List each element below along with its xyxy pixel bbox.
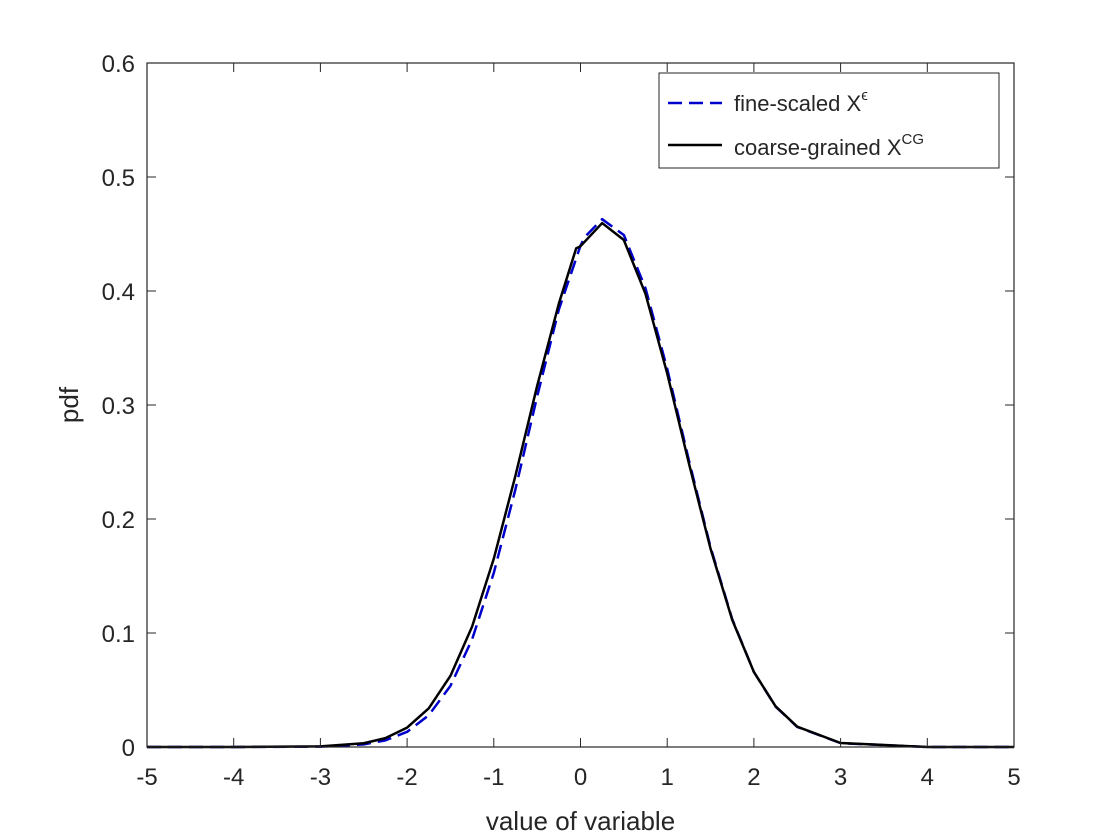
y-tick-label: 0: [122, 735, 135, 762]
x-tick-label: 0: [574, 764, 587, 791]
legend-label-fine-scaled: fine-scaled X: [734, 91, 862, 116]
x-tick-label: 5: [1007, 764, 1020, 791]
y-tick-label: 0.4: [102, 279, 135, 306]
x-tick-label: 1: [661, 764, 674, 791]
x-tick-label: -5: [136, 764, 157, 791]
legend-sup-coarse-grained: CG: [902, 131, 925, 148]
x-tick-label: 4: [921, 764, 934, 791]
x-tick-label: -3: [310, 764, 331, 791]
y-tick-label: 0.3: [102, 393, 135, 420]
y-axis-label: pdf: [54, 386, 84, 423]
legend: fine-scaled Xϵ coarse-grained XCG: [658, 72, 1000, 169]
y-tick-label: 0.5: [102, 165, 135, 192]
y-tick-label: 0.1: [102, 621, 135, 648]
x-tick-label: 2: [747, 764, 760, 791]
y-tick-label: 0.2: [102, 507, 135, 534]
x-tick-label: -4: [223, 764, 244, 791]
legend-label-coarse-grained: coarse-grained X: [734, 135, 902, 160]
y-tick-label: 0.6: [102, 51, 135, 78]
x-tick-label: -1: [483, 764, 504, 791]
legend-entry-fine-scaled: fine-scaled Xϵ: [734, 87, 868, 116]
x-tick-label: -2: [396, 764, 417, 791]
legend-box: [658, 72, 1000, 169]
x-axis-label: value of variable: [486, 806, 675, 836]
legend-sup-fine-scaled: ϵ: [861, 87, 868, 104]
y-axis: 0 0.1 0.2 0.3 0.4 0.5 0.6: [102, 51, 1014, 762]
x-axis: -5 -4 -3 -2 -1 0 1 2 3 4 5: [136, 63, 1021, 791]
series-line-coarse-grained: [147, 221, 1014, 749]
x-tick-label: 3: [834, 764, 847, 791]
plot-area: [147, 217, 1014, 749]
legend-entry-coarse-grained: coarse-grained XCG: [734, 131, 924, 160]
